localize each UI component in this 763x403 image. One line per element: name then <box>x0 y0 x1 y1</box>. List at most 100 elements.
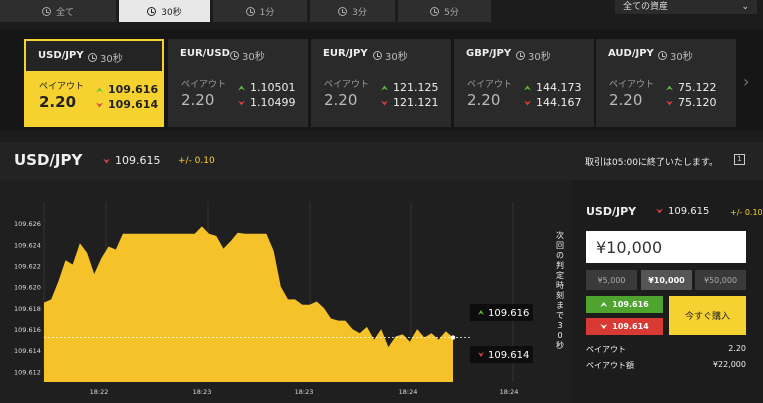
card-payout-label: ペイアウト <box>324 80 370 90</box>
asset-card-gbpjpy[interactable]: GBP/JPY 30秒 ペイアウト 2.20 144.173 144.167 <box>454 39 594 127</box>
chevron-right-icon[interactable]: › <box>743 72 750 91</box>
y-tick-label: 109.612 <box>14 368 41 376</box>
card-bid-value: 109.616 <box>108 83 159 96</box>
card-ask: 109.614 <box>96 98 158 111</box>
y-tick-label: 109.614 <box>14 347 41 355</box>
buy-now-button[interactable]: 今すぐ購入 <box>669 296 746 335</box>
card-payout-label: ペイアウト <box>467 80 513 90</box>
price-change: +/- 0.10 <box>178 156 215 166</box>
card-timeframe: 30秒 <box>88 50 123 65</box>
clock-icon <box>147 6 157 16</box>
price-area <box>44 226 453 382</box>
guide-icon[interactable]: 1 <box>734 154 745 165</box>
clock-icon <box>245 6 255 16</box>
asset-card-eurusd[interactable]: EUR/USD 30秒 ペイアウト 2.20 1.10501 1.10499 <box>168 39 308 127</box>
tab-label: 3分 <box>352 7 367 18</box>
card-body: ペイアウト 2.20 121.125 121.121 <box>311 69 451 125</box>
payout-value: 2.20 <box>728 344 746 353</box>
down-arrow-icon <box>656 208 663 214</box>
card-payout-label: ペイアウト <box>181 80 227 90</box>
up-arrow-icon <box>600 302 608 307</box>
payout-amount-value: ¥22,000 <box>712 360 746 369</box>
clock-icon <box>430 6 440 16</box>
asset-filter-select[interactable]: 全ての資産 ⌄ <box>615 0 757 14</box>
card-bid-value: 121.125 <box>393 81 439 94</box>
x-tick-label: 18:24 <box>399 388 418 396</box>
y-tick-label: 109.616 <box>14 326 41 334</box>
up-arrow-icon <box>381 85 388 91</box>
asset-cards: USD/JPY 30秒 ペイアウト 2.20 109.616 109.614 E… <box>0 30 763 130</box>
asset-card-eurjpy[interactable]: EUR/JPY 30秒 ペイアウト 2.20 121.125 121.121 <box>311 39 451 127</box>
amount-input[interactable] <box>586 231 746 263</box>
countdown-label-char: 0 <box>557 331 562 340</box>
asset-card-usdjpy[interactable]: USD/JPY 30秒 ペイアウト 2.20 109.616 109.614 <box>24 39 164 127</box>
high-price: 109.616 <box>612 300 649 309</box>
payout-amount-label: ペイアウト額 <box>586 361 634 370</box>
down-arrow-icon <box>600 324 608 329</box>
high-marker-label: 109.616 <box>488 308 529 319</box>
panel-change: +/- 0.10 <box>730 208 763 217</box>
chevron-down-icon: ⌄ <box>741 2 749 12</box>
tab-1m[interactable]: 1分 <box>213 0 307 22</box>
card-pair: USD/JPY <box>38 50 84 61</box>
card-timeframe-label: 30秒 <box>385 52 408 63</box>
tab-label: 30秒 <box>161 7 182 18</box>
tab-30s[interactable]: 30秒 <box>119 0 210 22</box>
card-body: ペイアウト 2.20 75.122 75.120 <box>596 69 736 125</box>
countdown-label-char: で <box>556 311 564 320</box>
up-arrow-icon <box>478 310 484 315</box>
amount-option-10000[interactable]: ¥10,000 <box>641 270 692 290</box>
card-bid-value: 1.10501 <box>250 81 296 94</box>
card-ask-value: 144.167 <box>536 96 582 109</box>
clock-icon <box>516 51 525 60</box>
clock-icon <box>338 6 348 16</box>
amount-option-5000[interactable]: ¥5,000 <box>586 270 637 290</box>
panel-price: 109.615 <box>656 206 709 217</box>
card-payout: 2.20 <box>39 93 77 111</box>
tab-3m[interactable]: 3分 <box>310 0 395 22</box>
amount-option-50000[interactable]: ¥50,000 <box>695 270 746 290</box>
low-button[interactable]: 109.614 <box>586 318 663 335</box>
countdown-label-char: 判 <box>556 260 564 270</box>
x-tick-label: 18:23 <box>295 388 314 396</box>
card-payout: 2.20 <box>609 91 643 109</box>
down-arrow-icon <box>238 100 245 106</box>
card-ask-value: 121.121 <box>393 96 439 109</box>
card-timeframe: 30秒 <box>373 48 408 63</box>
trade-panel: USD/JPY 109.615 +/- 0.10 ¥5,000 ¥10,000 … <box>572 180 763 403</box>
clock-icon <box>41 6 51 16</box>
card-bid: 144.173 <box>524 81 582 94</box>
down-arrow-icon <box>96 102 103 108</box>
card-bid-value: 144.173 <box>536 81 582 94</box>
tab-label: 全て <box>55 7 74 18</box>
card-timeframe: 30秒 <box>230 48 265 63</box>
tab-label: 1分 <box>259 7 275 18</box>
y-tick-label: 109.620 <box>14 284 41 292</box>
card-ask-value: 1.10499 <box>250 96 296 109</box>
close-notice: 取引は05:00に終了いたします。 <box>585 158 719 168</box>
card-pair: AUD/JPY <box>608 48 654 59</box>
card-timeframe: 30秒 <box>516 48 551 63</box>
card-payout: 2.20 <box>324 91 358 109</box>
card-body: ペイアウト 2.20 109.616 109.614 <box>26 71 162 127</box>
asset-card-audjpy[interactable]: AUD/JPY 30秒 ペイアウト 2.20 75.122 75.120 <box>596 39 736 127</box>
high-button[interactable]: 109.616 <box>586 296 663 313</box>
panel-price-value: 109.615 <box>668 206 710 217</box>
payout-label: ペイアウト <box>586 345 626 354</box>
up-arrow-icon <box>666 85 673 91</box>
card-bid-value: 75.122 <box>678 81 717 94</box>
y-tick-label: 109.626 <box>14 220 41 228</box>
card-bid: 75.122 <box>666 81 717 94</box>
countdown-label-char: 定 <box>556 270 564 280</box>
countdown-label-char: 秒 <box>556 340 564 350</box>
price-chart-svg: 109.626 109.624 109.622 109.620 109.618 109.6… <box>14 202 564 396</box>
up-arrow-icon <box>524 85 531 91</box>
tab-5m[interactable]: 5分 <box>398 0 491 22</box>
current-price-value: 109.615 <box>115 154 161 167</box>
card-ask: 75.120 <box>666 96 717 109</box>
card-bid: 109.616 <box>96 83 158 96</box>
card-body: ペイアウト 2.20 144.173 144.167 <box>454 69 594 125</box>
tab-all[interactable]: 全て <box>0 0 116 22</box>
countdown-label-char: 3 <box>557 321 562 330</box>
y-tick-label: 109.622 <box>14 263 41 271</box>
